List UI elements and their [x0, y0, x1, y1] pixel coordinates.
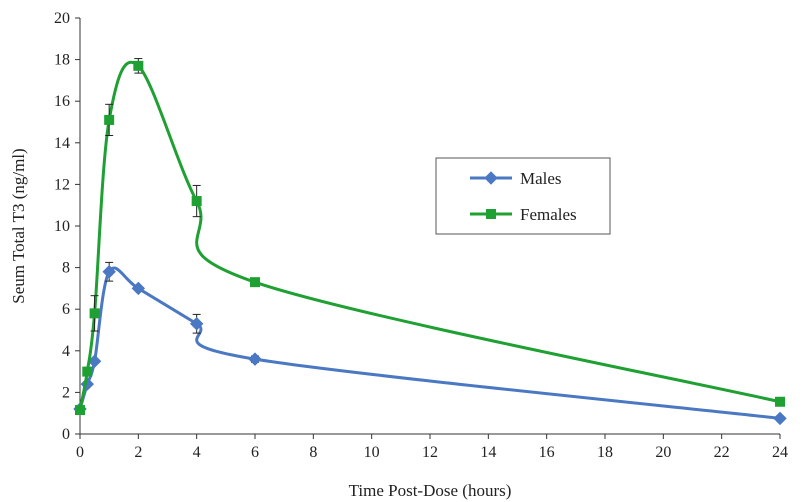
legend-males-label: Males — [520, 169, 562, 188]
x-tick-label: 6 — [251, 444, 259, 461]
x-tick-label: 10 — [364, 444, 380, 461]
females-marker — [191, 196, 202, 207]
y-tick-label: 0 — [62, 426, 70, 443]
y-tick-label: 8 — [62, 260, 70, 277]
legend-males-marker — [484, 171, 498, 185]
y-tick-label: 18 — [54, 52, 70, 69]
x-tick-label: 18 — [597, 444, 613, 461]
y-tick-label: 12 — [54, 176, 70, 193]
series-females — [75, 58, 785, 416]
males-marker — [131, 281, 146, 296]
x-tick-label: 8 — [309, 444, 317, 461]
females-line — [78, 60, 781, 411]
x-tick-label: 4 — [193, 444, 201, 461]
series-layer — [73, 58, 787, 426]
y-tick-label: 4 — [62, 343, 70, 360]
males-line — [78, 266, 781, 420]
y-tick-label: 2 — [62, 384, 70, 401]
legend-females-label: Females — [520, 205, 577, 224]
females-marker — [133, 60, 144, 71]
x-tick-label: 12 — [422, 444, 438, 461]
females-marker — [75, 405, 85, 416]
males-marker — [189, 317, 204, 331]
y-tick-label: 6 — [62, 301, 70, 318]
males-marker — [102, 265, 116, 279]
x-axis-title: Time Post-Dose (hours) — [349, 481, 512, 500]
females-marker — [104, 114, 115, 125]
females-marker — [775, 396, 785, 407]
x-tick-label: 24 — [772, 444, 788, 461]
legend-females-marker — [486, 209, 496, 219]
x-tick-label: 20 — [655, 444, 671, 461]
males-marker — [248, 352, 262, 366]
x-tick-label: 22 — [714, 444, 730, 461]
x-tick-label: 16 — [539, 444, 555, 461]
females-marker — [82, 366, 93, 377]
legend-box — [435, 157, 611, 235]
y-tick-label: 16 — [54, 93, 70, 110]
x-tick-label: 14 — [480, 444, 496, 461]
x-tick-label: 0 — [76, 444, 84, 461]
females-marker — [89, 308, 100, 319]
males-marker — [773, 411, 787, 426]
y-tick-label: 20 — [54, 10, 70, 27]
y-tick-label: 14 — [54, 135, 70, 152]
legend: Males Females — [435, 157, 611, 235]
females-marker — [250, 277, 260, 288]
y-axis-title: Seum Total T3 (ng/ml) — [9, 148, 28, 303]
y-tick-label: 10 — [54, 218, 70, 235]
x-tick-label: 2 — [134, 444, 142, 461]
series-males — [73, 261, 787, 426]
